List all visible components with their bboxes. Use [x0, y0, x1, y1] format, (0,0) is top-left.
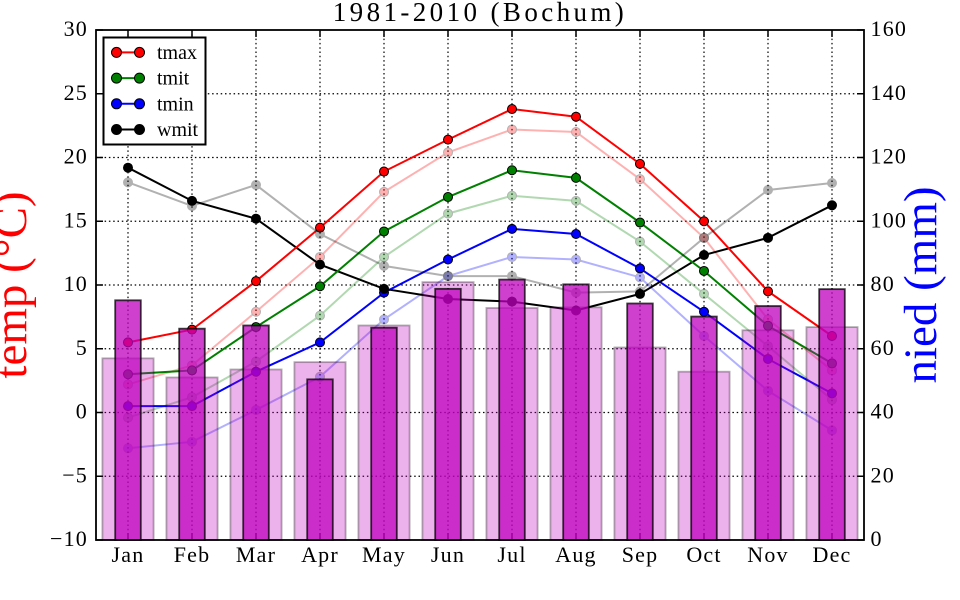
svg-text:60: 60 [871, 335, 895, 360]
svg-text:Oct: Oct [686, 542, 721, 567]
svg-text:20: 20 [64, 144, 88, 169]
svg-text:120: 120 [871, 144, 908, 169]
svg-text:temp (°C): temp (°C) [0, 191, 37, 378]
svg-text:tmit: tmit [157, 68, 190, 90]
svg-text:30: 30 [64, 16, 88, 41]
svg-text:Feb: Feb [174, 542, 211, 567]
svg-text:Nov: Nov [747, 542, 789, 567]
svg-text:80: 80 [871, 271, 895, 296]
svg-text:0: 0 [76, 399, 88, 424]
svg-text:tmin: tmin [157, 93, 194, 115]
svg-text:tmax: tmax [157, 42, 197, 64]
svg-text:May: May [362, 542, 406, 567]
svg-text:0: 0 [871, 526, 883, 551]
svg-text:nied (mm): nied (mm) [895, 186, 947, 383]
svg-text:140: 140 [871, 80, 908, 105]
svg-text:Sep: Sep [622, 542, 659, 567]
svg-text:Mar: Mar [236, 542, 276, 567]
svg-text:20: 20 [871, 462, 895, 487]
svg-text:wmit: wmit [157, 119, 199, 141]
svg-text:1981-2010 (Bochum): 1981-2010 (Bochum) [333, 0, 627, 27]
svg-text:Dec: Dec [812, 542, 851, 567]
svg-text:Aug: Aug [555, 542, 597, 567]
svg-text:−10: −10 [50, 526, 88, 551]
svg-text:5: 5 [76, 335, 88, 360]
svg-text:25: 25 [64, 80, 88, 105]
svg-text:160: 160 [871, 16, 908, 41]
svg-text:Jan: Jan [112, 542, 145, 567]
svg-text:Jul: Jul [497, 542, 526, 567]
svg-text:10: 10 [64, 271, 88, 296]
svg-text:Apr: Apr [301, 542, 339, 567]
svg-text:Jun: Jun [431, 542, 465, 567]
svg-text:−5: −5 [62, 462, 88, 487]
svg-text:15: 15 [64, 207, 88, 232]
svg-text:100: 100 [871, 207, 908, 232]
svg-text:40: 40 [871, 399, 895, 424]
